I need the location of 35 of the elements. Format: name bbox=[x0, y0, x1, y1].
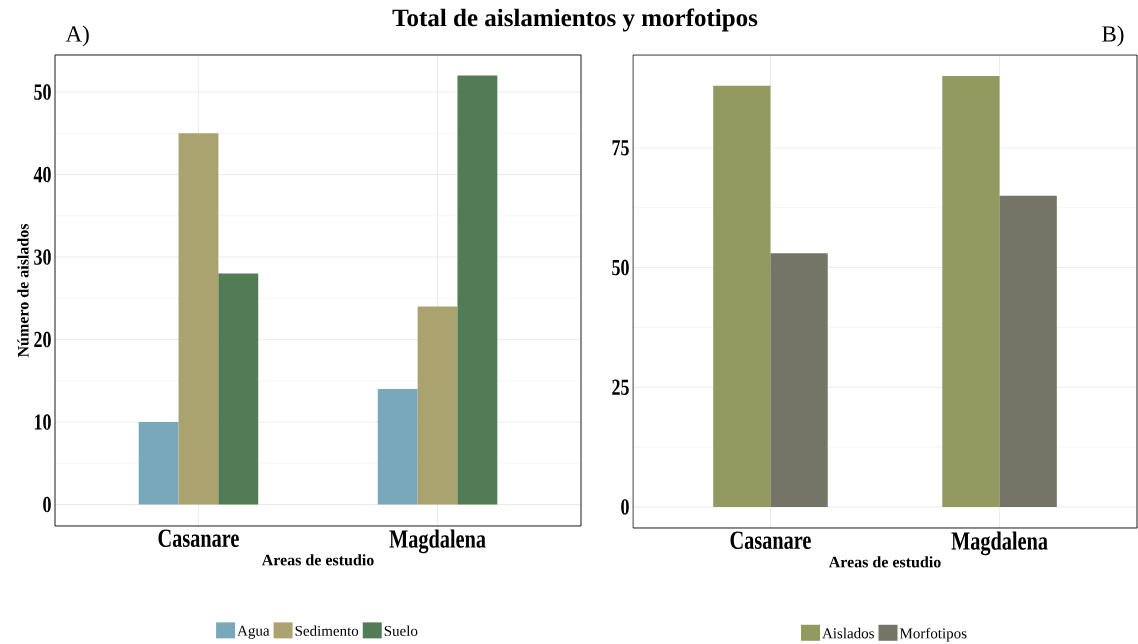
x-axis-title: Areas de estudio bbox=[828, 556, 941, 568]
x-tick-label: Magdalena bbox=[389, 529, 486, 554]
x-axis-title: Areas de estudio bbox=[261, 554, 374, 566]
y-tick-label: 10 bbox=[34, 414, 51, 430]
bar bbox=[999, 195, 1057, 508]
x-tick-label: Casanare bbox=[158, 529, 239, 548]
legend-label: Sedimento bbox=[295, 625, 359, 637]
bar bbox=[138, 422, 179, 505]
bar bbox=[457, 75, 498, 505]
bar bbox=[770, 253, 828, 508]
legend-label: Suelo bbox=[384, 625, 418, 637]
chart-title: A) bbox=[65, 25, 89, 47]
y-tick-label: 25 bbox=[612, 379, 629, 396]
bar bbox=[942, 76, 1000, 508]
y-tick-label: 0 bbox=[43, 496, 51, 513]
x-tick-label: Casanare bbox=[730, 531, 811, 550]
y-tick-label: 20 bbox=[34, 331, 51, 348]
y-tick-label: 75 bbox=[612, 140, 629, 156]
bar bbox=[377, 389, 418, 505]
y-tick-label: 30 bbox=[34, 249, 51, 265]
x-tick-label: Magdalena bbox=[951, 531, 1048, 556]
legend-label: Morfotipos bbox=[899, 627, 967, 642]
legend-label: Agua bbox=[237, 625, 270, 639]
legend-label: Aislados bbox=[822, 627, 874, 639]
text: Total de aislamientos y morfotipos bbox=[392, 8, 758, 32]
chart-title: B) bbox=[1102, 25, 1124, 47]
y-tick-label: 0 bbox=[621, 499, 629, 515]
y-axis-title: Número de aislados bbox=[17, 224, 29, 358]
y-tick-label: 50 bbox=[34, 84, 51, 100]
bar bbox=[417, 306, 458, 505]
y-tick-label: 50 bbox=[612, 259, 629, 276]
bar bbox=[178, 133, 219, 505]
y-tick-label: 40 bbox=[33, 166, 51, 183]
bar bbox=[713, 85, 771, 508]
bar bbox=[218, 273, 259, 505]
